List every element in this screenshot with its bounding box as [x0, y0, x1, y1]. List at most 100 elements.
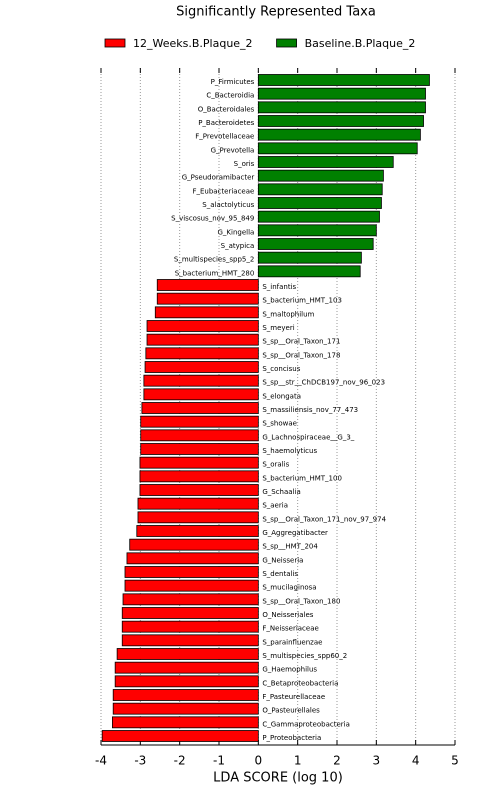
bar-label: F_Neisseriaceae [262, 625, 318, 633]
x-axis-label: LDA SCORE (log 10) [213, 771, 343, 786]
bar [112, 689, 259, 701]
bar-label: S_sp__Oral_Taxon_178 [262, 351, 340, 359]
legend-swatch [104, 38, 126, 48]
bar [112, 702, 259, 715]
bar [141, 402, 259, 414]
bar [139, 456, 259, 469]
bar [257, 224, 377, 237]
x-tick-label: -4 [95, 754, 107, 768]
x-tick-label: 3 [373, 754, 381, 768]
bar [121, 634, 259, 647]
bar [257, 251, 362, 264]
bar [129, 538, 259, 551]
bar-label: G_Aggregatibacter [262, 529, 328, 537]
bar-label: S_viscosus_nov_95_849 [171, 215, 254, 223]
bar [139, 484, 259, 496]
bar-label: O_Pasteurellales [262, 707, 320, 715]
bar-label: S_bacterium_HMT_103 [262, 297, 342, 305]
bar-label: S_maltophilum [262, 310, 314, 318]
bar-label: O_Neisseriales [262, 611, 313, 619]
bar [122, 593, 259, 606]
bar-label: F_Pasteurellaceae [262, 693, 325, 701]
x-tick-label: 5 [451, 754, 459, 768]
bar [146, 333, 259, 346]
bar-label: C_Betaproteobacteria [262, 679, 338, 687]
bar [136, 525, 259, 537]
bar-label: S_multispecies_spp5_2 [174, 256, 254, 264]
bar-label: S_massiliensis_nov_77_473 [262, 406, 358, 414]
x-tick-label: 2 [333, 754, 341, 768]
bar-label: G_Lachnospiraceae__G_3_ [262, 433, 354, 441]
bar [140, 415, 259, 428]
bar-label: P_Firmicutes [211, 78, 255, 86]
bar [143, 374, 259, 387]
bar-label: S_concisus [262, 365, 300, 373]
legend-label: 12_Weeks.B.Plaque_2 [133, 37, 253, 50]
bar [124, 566, 259, 578]
bar [124, 579, 259, 592]
bar-label: S_sp__str__ChDCB197_nov_96_023 [262, 379, 385, 387]
bar-label: S_sp__Oral_Taxon_171_nov_97_974 [262, 515, 386, 523]
bar [257, 183, 383, 196]
bar-label: S_atypica [221, 242, 255, 250]
bar-label: P_Bacteroidetes [198, 119, 254, 127]
bar-label: S_oris [234, 160, 255, 168]
bar [137, 497, 259, 510]
bar-label: S_mucilaginosa [262, 584, 316, 592]
bar [146, 320, 259, 332]
bar-label: S_bacterium_HMT_280 [175, 269, 255, 277]
bar-label: S_infantis [262, 283, 296, 291]
bar [121, 607, 259, 619]
x-tick-label: 4 [412, 754, 420, 768]
bar-label: S_multispecies_spp60_2 [262, 652, 347, 660]
bar-label: S_alactolyticus [202, 201, 254, 209]
bar-label: S_dentalis [262, 570, 298, 578]
chart-title: Significantly Represented Taxa [176, 5, 376, 20]
bar [156, 292, 259, 305]
bar-label: S_sp__Oral_Taxon_180 [262, 597, 340, 605]
legend-label: Baseline.B.Plaque_2 [305, 37, 416, 50]
bar [257, 265, 361, 278]
x-tick-label: 0 [255, 754, 263, 768]
bar [101, 730, 259, 742]
bar [257, 156, 394, 168]
bar [137, 511, 259, 524]
legend-swatch [276, 38, 297, 48]
x-tick-label: -3 [134, 754, 146, 768]
bar [154, 306, 259, 319]
bar-label: F_Eubacteriaceae [192, 187, 254, 195]
bar [126, 552, 259, 565]
bar [257, 238, 374, 250]
bar [139, 470, 259, 483]
bar-label: S_haemolyticus [262, 447, 317, 455]
bar-label: S_showae [262, 420, 297, 428]
bar-label: F_Prevotellaceae [195, 133, 254, 141]
bar-label: S_elongata [262, 392, 301, 400]
bar-label: S_bacterium_HMT_100 [262, 474, 342, 482]
bar-label: S_sp__Oral_Taxon_171 [262, 338, 340, 346]
bar [114, 661, 259, 674]
bar [116, 648, 259, 660]
bar-label: G_Pseudoramibacter [182, 174, 255, 182]
bar [143, 388, 259, 401]
bar [114, 675, 259, 688]
bar [257, 74, 430, 86]
bar-label: S_meyeri [262, 324, 294, 332]
bar-label: S_oralis [262, 461, 289, 469]
bar [257, 210, 380, 223]
bar-label: G_Schaalia [262, 488, 300, 496]
bar [257, 87, 426, 100]
bar-label: S_parainfluenzae [262, 638, 322, 646]
bar [257, 115, 424, 127]
bar [144, 361, 259, 373]
bar [257, 142, 418, 155]
bar [145, 347, 259, 360]
bar [112, 716, 259, 729]
bar [156, 279, 259, 291]
bar [140, 429, 259, 442]
bar [257, 169, 384, 182]
bar [140, 443, 259, 455]
bar [121, 620, 259, 633]
bar-label: C_Bacteroidia [206, 92, 254, 100]
